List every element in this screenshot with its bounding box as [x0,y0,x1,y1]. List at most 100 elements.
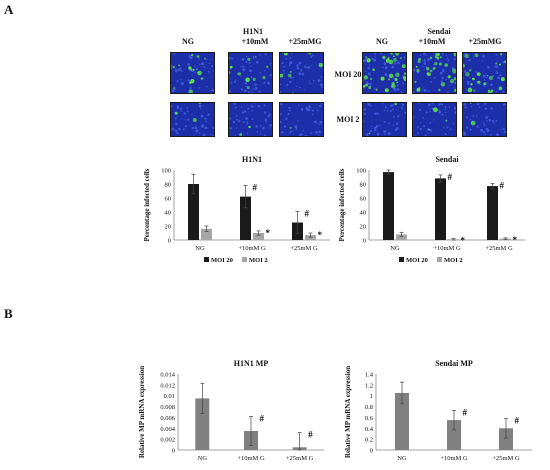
sendai-col-ng: NG [376,37,388,46]
x-tick-label: +10mM G [238,245,266,252]
nucleus [289,61,293,65]
infected-cell [173,87,176,90]
nucleus [241,58,245,61]
nucleus [182,128,185,131]
infected-cell [198,103,201,105]
nucleus [242,68,246,72]
row-label-moi2: MOI 2 [336,115,360,124]
micrograph-sendai-25mm-moi2 [462,102,507,137]
nucleus [259,54,261,56]
nucleus [229,117,231,120]
micrograph-h1n1-ng-moi2 [170,102,215,137]
nucleus [250,65,252,67]
nucleus [176,131,179,135]
nucleus [320,76,322,78]
nucleus [229,56,232,60]
y-tick-label: 60 [360,196,367,203]
nucleus [373,88,376,91]
infected-cell [498,86,503,91]
nucleus [288,109,291,112]
infected-cell [248,125,251,129]
infected-cell [427,72,431,76]
nucleus [390,104,393,107]
nucleus [191,126,194,130]
y-axis-label: Relative MP mRNA expression [344,366,352,458]
x-tick-label: +10mM G [237,455,265,462]
micrograph-background [463,103,506,136]
nucleus [433,119,435,121]
nucleus [319,124,321,126]
infected-cell [192,118,197,122]
nucleus [195,129,199,133]
nucleus [427,90,430,93]
y-tick-label: 0 [168,238,171,245]
infected-cell [388,78,391,81]
nucleus [444,133,447,136]
nucleus [187,79,190,82]
nucleus [315,131,318,134]
nucleus [374,56,376,58]
infected-cell [387,57,390,60]
nucleus [187,118,190,121]
nucleus [392,104,395,106]
infected-cell [363,75,368,80]
nucleus [364,59,367,62]
nucleus [312,79,315,82]
infected-cell [237,72,242,76]
nucleus [384,106,388,109]
infected-cell [401,64,406,69]
nucleus [202,133,206,136]
nucleus [194,71,196,74]
infected-cell [318,62,323,68]
nucleus [420,122,422,124]
nucleus [308,105,311,109]
nucleus [419,127,422,131]
nucleus [230,81,233,84]
nucleus [429,129,433,132]
infected-cell [395,53,400,56]
nucleus [424,134,427,136]
bar [195,398,210,450]
panel-a-label: A [4,2,14,17]
infected-cell [291,92,294,93]
nucleus [371,125,373,128]
nucleus [280,90,282,93]
nucleus [485,76,487,79]
nucleus [304,65,307,68]
infected-cell [495,62,498,65]
nucleus [205,120,207,123]
nucleus [198,87,201,89]
nucleus [463,103,467,106]
infected-cell [403,77,406,81]
nucleus [299,86,301,89]
infected-cell [396,81,399,84]
h1n1-col-10mm: +10mM [241,37,269,46]
infected-cell [191,53,194,57]
y-axis-label: Percentage infected cells [338,168,346,241]
nucleus [440,103,443,106]
micrograph-sendai-10mm-moi20 [412,52,457,94]
x-tick-label: +10mM G [433,245,461,252]
nucleus [198,57,200,60]
nucleus [240,75,242,78]
y-tick-label: 0 [172,448,175,455]
nucleus [313,120,317,124]
nucleus [363,79,365,81]
nucleus [179,67,182,70]
bar [435,178,446,240]
nucleus [234,79,237,81]
infected-cell [392,55,395,58]
nucleus [208,71,210,73]
infected-cell [197,70,202,76]
nucleus [441,113,444,116]
x-tick-label: NG [397,455,407,462]
nucleus [240,106,243,108]
nucleus [472,115,475,117]
infected-cell [469,103,472,104]
infected-cell [252,77,256,81]
nucleus [423,59,426,62]
nucleus [246,132,249,135]
nucleus [176,80,179,83]
nucleus [379,53,383,55]
nucleus [269,74,272,77]
